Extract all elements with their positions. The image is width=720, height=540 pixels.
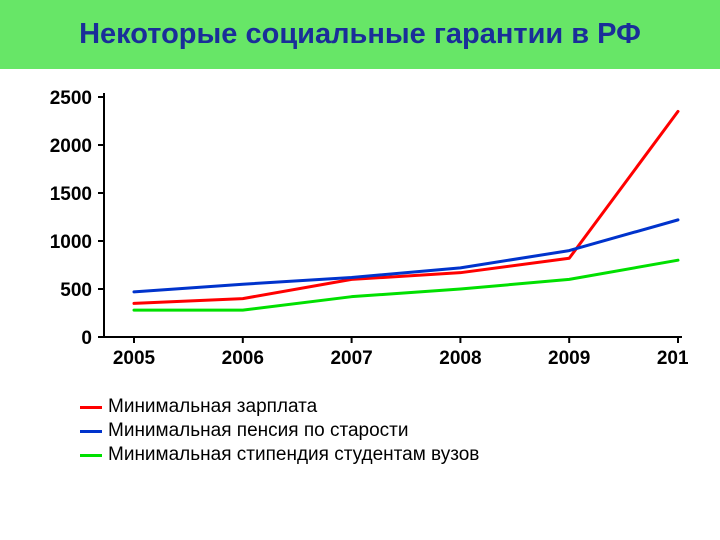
title-band: Некоторые социальные гарантии в РФ — [0, 0, 720, 69]
svg-text:2500: 2500 — [50, 88, 92, 109]
svg-text:500: 500 — [60, 280, 92, 301]
svg-text:2000: 2000 — [50, 136, 92, 157]
legend: Минимальная зарплатаМинимальная пенсия п… — [80, 396, 720, 466]
svg-text:1000: 1000 — [50, 232, 92, 253]
legend-item-min_wage: Минимальная зарплата — [80, 396, 720, 418]
legend-swatch — [80, 454, 102, 457]
legend-swatch — [80, 406, 102, 409]
svg-text:2006: 2006 — [222, 348, 264, 369]
chart-svg: 0 500 1000 1500 2000 2500 2005 2006 2007 2008 2009… — [28, 87, 688, 377]
line-chart: 0 500 1000 1500 2000 2500 2005 2006 2007 2008 2009… — [28, 87, 692, 382]
legend-item-min_pension: Минимальная пенсия по старости — [80, 420, 720, 442]
legend-label: Минимальная пенсия по старости — [108, 420, 408, 442]
legend-label: Минимальная стипендия студентам вузов — [108, 444, 479, 466]
legend-swatch — [80, 430, 102, 433]
legend-item-min_stipend: Минимальная стипендия студентам вузов — [80, 444, 720, 466]
legend-label: Минимальная зарплата — [108, 396, 317, 418]
svg-text:2010: 2010 — [657, 348, 688, 369]
page-title: Некоторые социальные гарантии в РФ — [10, 18, 710, 51]
svg-text:2009: 2009 — [548, 348, 590, 369]
svg-text:2007: 2007 — [330, 348, 372, 369]
svg-text:0: 0 — [81, 328, 92, 349]
svg-text:1500: 1500 — [50, 184, 92, 205]
svg-text:2005: 2005 — [113, 348, 156, 369]
svg-text:2008: 2008 — [439, 348, 481, 369]
